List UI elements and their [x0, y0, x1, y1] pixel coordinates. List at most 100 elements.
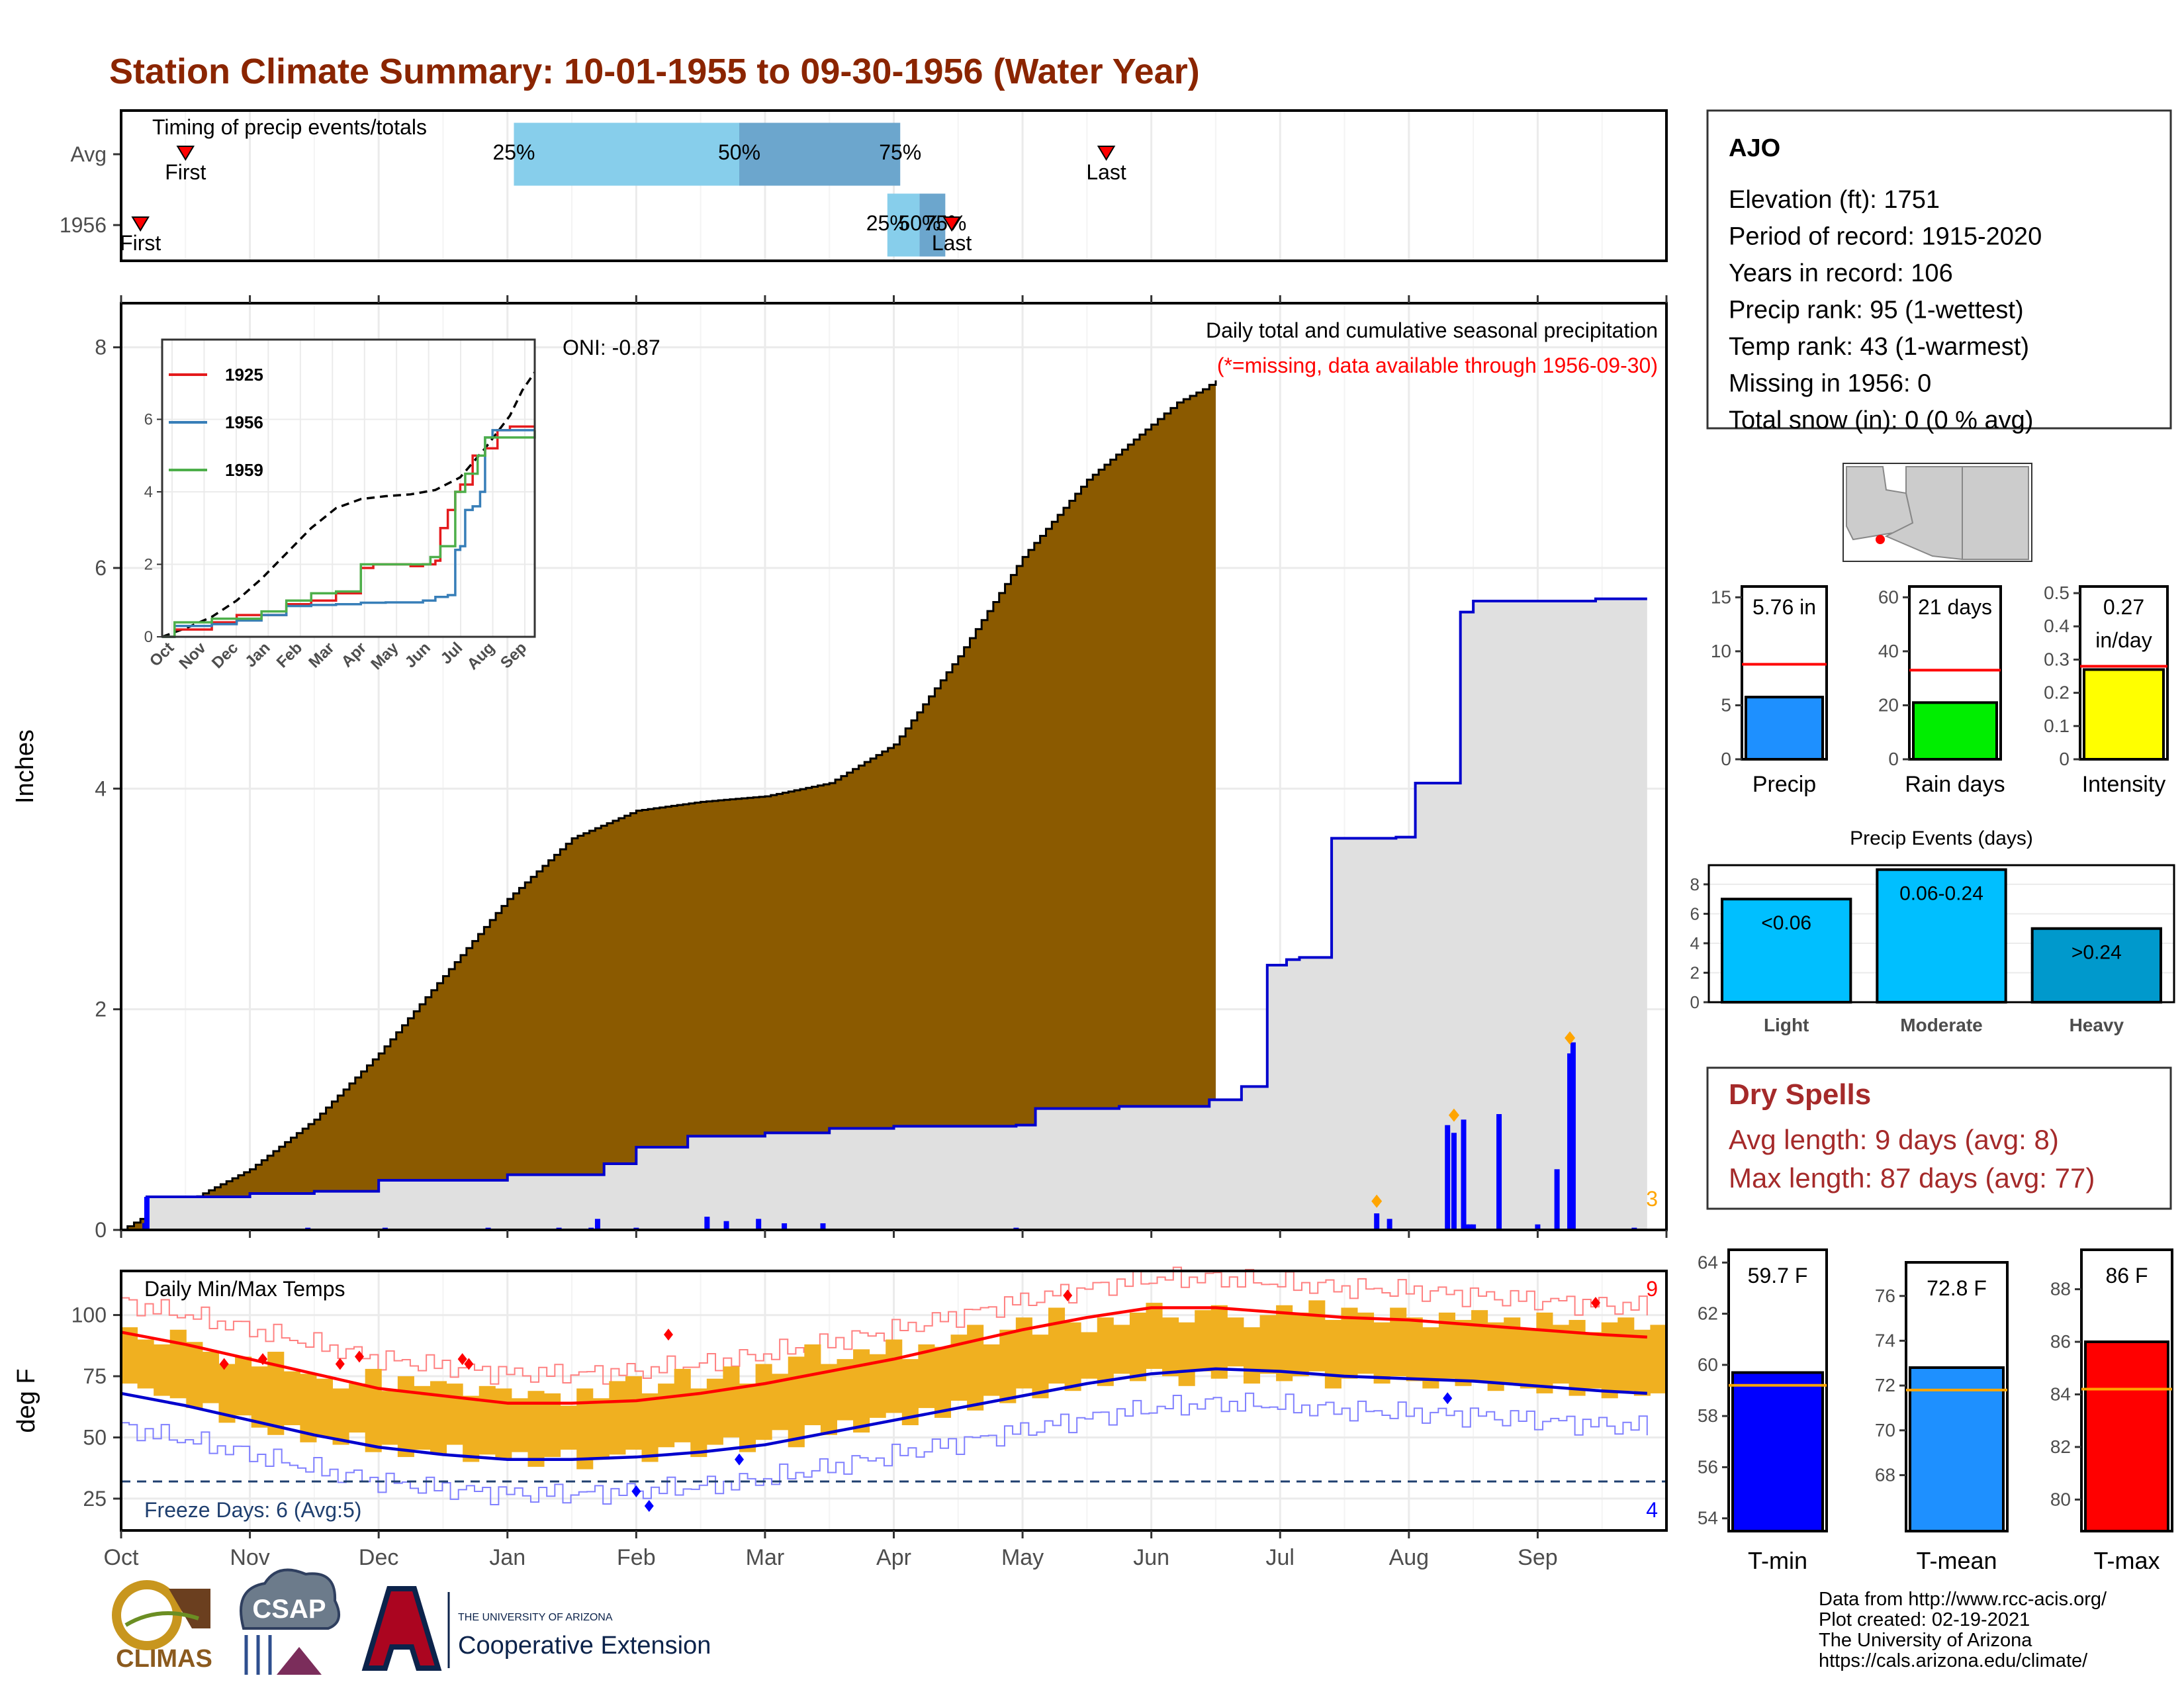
temps-daily-range-bar: [235, 1356, 252, 1416]
temp-summary-label: T-mean: [1916, 1547, 1997, 1574]
temps-daily-range-bar: [169, 1329, 187, 1399]
precip-summary-ytick-label: 0.1: [2044, 716, 2070, 736]
temp-summary-ytick-label: 82: [2050, 1436, 2071, 1457]
precip-events-category: Light: [1764, 1015, 1809, 1035]
month-label: Dec: [359, 1545, 398, 1570]
precip-summary-ytick-label: 5: [1721, 694, 1731, 715]
precip-daily-bar: [723, 1221, 729, 1230]
temp-summary-ytick-label: 58: [1698, 1405, 1718, 1426]
precip-summary-ytick-label: 15: [1711, 586, 1731, 607]
precip-corner-count: 3: [1646, 1187, 1658, 1211]
temp-summary-ytick-label: 84: [2050, 1383, 2071, 1404]
precip-daily-bar: [756, 1219, 762, 1230]
precip-avg-cumulative-area: [121, 380, 1216, 1230]
temps-daily-range-bar: [1487, 1322, 1504, 1391]
precip-events-bar-label: >0.24: [2071, 942, 2122, 964]
temps-daily-range-bar: [641, 1393, 659, 1462]
precip-ytick-label: 8: [95, 336, 107, 359]
precip-daily-bar: [1467, 1224, 1473, 1230]
precip-events-ytick-label: 8: [1690, 874, 1700, 894]
precip-summary-ytick-label: 0.4: [2044, 616, 2070, 636]
record-high-marker: [464, 1358, 474, 1370]
oni-label: ONI: -0.87: [563, 336, 660, 359]
temperature-panel: 25 50 75 100 Daily Min/Max Temps 9 Freeze Days…: [13, 1266, 1668, 1570]
temps-record-high-line: [121, 1266, 1648, 1385]
month-label: Aug: [1389, 1545, 1430, 1570]
timing-first-marker: [131, 216, 150, 232]
temps-daily-range-bar: [1129, 1312, 1146, 1382]
temps-panel-label: Daily Min/Max Temps: [144, 1277, 345, 1301]
month-label: Apr: [876, 1545, 911, 1570]
figure-title: Station Climate Summary: 10-01-1955 to 0…: [109, 52, 1200, 91]
precip-summary-label: Intensity: [2082, 772, 2166, 797]
temps-daily-range-bar: [934, 1346, 952, 1418]
logo-strip: CLIMAS CSAP THE UNIVERSITY OF ARIZONA Coope…: [112, 1568, 711, 1675]
station-location-dot: [1876, 535, 1885, 544]
precip-events-border: [1707, 864, 2175, 1004]
precip-events-bar-label: <0.06: [1761, 912, 1811, 934]
precip-daily-bar: [1554, 1169, 1560, 1230]
temp-summary-ytick-label: 72: [1875, 1375, 1895, 1395]
temps-daily-range-bar: [1471, 1310, 1488, 1382]
temps-daily-range-bar: [983, 1344, 1000, 1396]
temps-daily-range-bar: [478, 1385, 496, 1455]
inset-border: [161, 338, 536, 638]
temps-daily-range-bar: [1341, 1307, 1358, 1379]
precip-ytick-label: 2: [95, 998, 107, 1021]
temps-ytick-label: 50: [83, 1425, 107, 1449]
station-name: AJO: [1729, 134, 1780, 162]
station-info-line: Period of record: 1915-2020: [1729, 223, 2042, 251]
precip-summary-value: 0.27: [2103, 595, 2144, 619]
temps-daily-range-bar: [609, 1381, 626, 1455]
precip-missing-marker: [1371, 1194, 1383, 1208]
precip-events-panel: Precip Events (days) 0 2 4 6 8 <0.06 Light 0.06-…: [1690, 827, 2175, 1035]
temps-daily-range-bar: [1406, 1317, 1423, 1382]
precip-summary-ytick-label: 0: [2059, 749, 2070, 769]
precip-year-cumulative-line: [121, 597, 1647, 1231]
temps-daily-range-bar: [1536, 1312, 1553, 1393]
temps-daily-range-bar: [463, 1395, 480, 1462]
precip-events-bar: [1721, 898, 1852, 1004]
precip-year-cumulative-area: [121, 598, 1647, 1230]
record-high-marker: [219, 1358, 229, 1370]
precip-daily-bar: [782, 1223, 788, 1230]
temps-daily-range-bar: [1276, 1305, 1293, 1382]
precip-events-bar-label: 0.06-0.24: [1899, 883, 1983, 905]
temps-daily-range-bar: [625, 1376, 643, 1450]
precip-summary-ytick-label: 0.5: [2044, 583, 2070, 603]
temp-summary-ytick-label: 88: [2050, 1279, 2071, 1299]
temps-daily-range-bar: [349, 1383, 366, 1433]
month-label: Sep: [1518, 1545, 1558, 1570]
temp-summary-value: 59.7 F: [1748, 1264, 1808, 1288]
record-high-marker: [457, 1353, 467, 1366]
record-low-marker: [631, 1485, 641, 1497]
dry-spells-box: Dry Spells Avg length: 9 days (avg: 8) Max…: [1706, 1066, 2172, 1210]
inset-legend-label: 1959: [225, 460, 263, 480]
timing-panel-label: Timing of precip events/totals: [152, 115, 427, 139]
precip-summary-label: Precip: [1752, 772, 1816, 797]
temps-daily-range-bar: [365, 1368, 382, 1452]
temps-daily-range-bar: [886, 1339, 903, 1413]
temp-summary-ytick-label: 56: [1698, 1456, 1718, 1477]
precip-daily-bar: [704, 1217, 710, 1230]
inset-series-line: [162, 430, 536, 638]
inset-legend-label: 1956: [225, 412, 263, 432]
temps-daily-range-bar: [446, 1383, 463, 1445]
inset-ytick-label: 6: [144, 410, 153, 428]
precip-summary-bar: [1745, 696, 1824, 761]
precip-events-ytick-label: 0: [1690, 992, 1700, 1012]
station-box-frame: [1706, 109, 2172, 430]
temps-daily-range-bar: [1081, 1332, 1098, 1379]
temps-daily-range-bar: [1520, 1329, 1537, 1389]
temps-daily-range-bar: [853, 1349, 870, 1433]
precip-panel: 0 2 4 6 8 Daily total and cumulative seasonal…: [11, 295, 1668, 1242]
precip-ytick-label: 4: [95, 776, 107, 800]
timing-pct-label: 75%: [879, 140, 921, 164]
temps-daily-range-bar: [1195, 1310, 1212, 1372]
location-map: [1843, 463, 2032, 562]
temp-summary-ytick-label: 68: [1875, 1464, 1895, 1485]
record-high-marker: [354, 1350, 364, 1363]
temps-daily-range-bar: [1308, 1300, 1326, 1372]
temps-ytick-label: 25: [83, 1487, 107, 1511]
